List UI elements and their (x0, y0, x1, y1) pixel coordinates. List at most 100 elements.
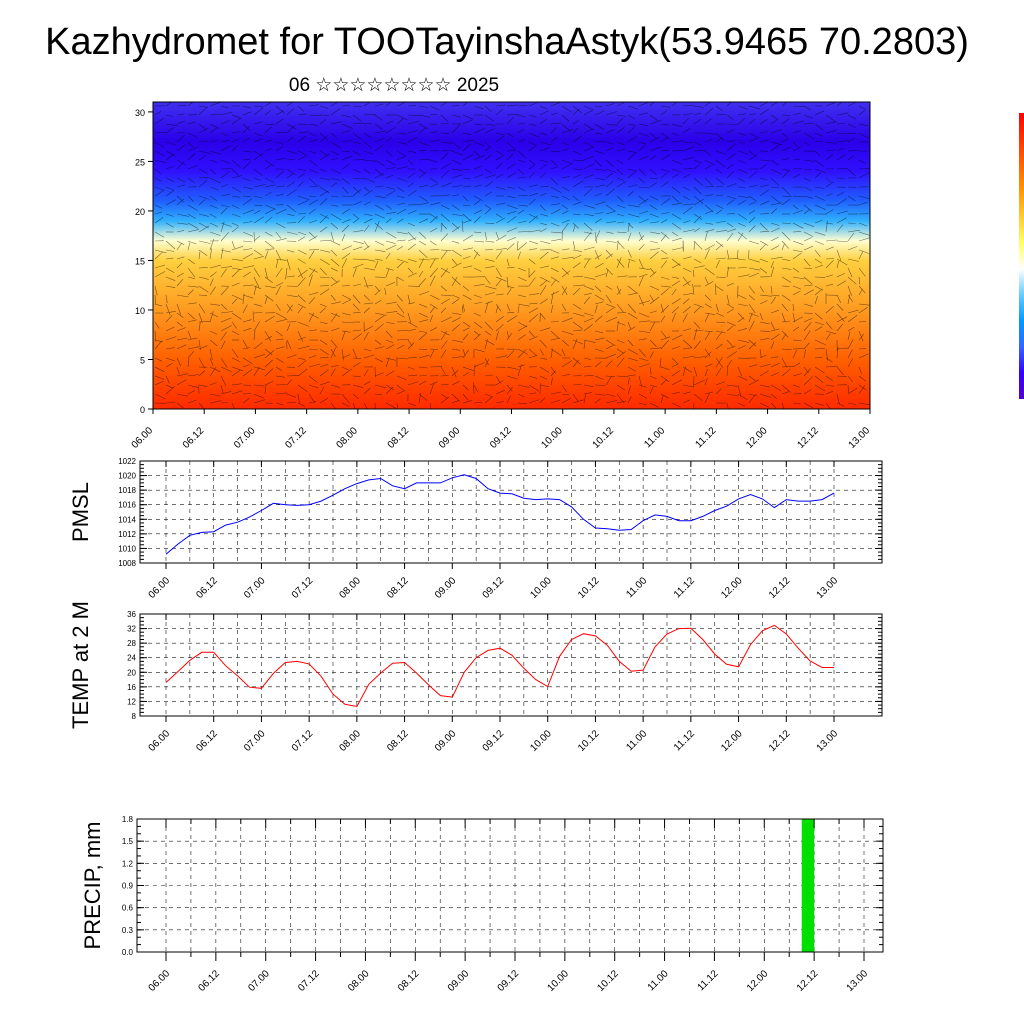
wind-barb (407, 182, 414, 188)
wind-barb (308, 268, 316, 278)
wind-barb (341, 366, 349, 371)
wind-barb (253, 152, 264, 161)
x-tick-label: 11.00 (646, 968, 671, 993)
wind-barb (473, 333, 481, 341)
wind-barb (770, 341, 775, 350)
wind-barb (748, 209, 756, 215)
wind-barb (330, 276, 338, 284)
wind-barb (605, 393, 616, 397)
wind-barb (704, 276, 709, 285)
wind-barb (330, 141, 342, 149)
wind-barb (396, 357, 408, 360)
wind-barb (605, 168, 617, 173)
wind-barb (319, 239, 332, 242)
wind-barb (550, 177, 559, 185)
x-tick-label: 06.12 (194, 575, 220, 601)
wind-barb (308, 195, 317, 197)
wind-barb (572, 105, 582, 114)
wind-barb (594, 393, 606, 396)
wind-barb (682, 298, 690, 305)
wind-barb (220, 391, 232, 395)
wind-barb (594, 294, 605, 301)
x-tick-label: 09.12 (481, 728, 507, 754)
wind-barb (627, 260, 630, 269)
wind-barb (528, 172, 535, 179)
wind-barb (308, 329, 317, 332)
wind-barb (374, 144, 384, 152)
wind-barb (759, 384, 771, 388)
wind-barb (308, 292, 319, 296)
x-tick-label: 09.12 (488, 425, 514, 451)
wind-barb (440, 250, 448, 260)
wind-barb (385, 190, 395, 197)
colorbar-strip (1019, 113, 1024, 399)
wind-barb (737, 249, 739, 259)
wind-barb (297, 131, 309, 134)
wind-barb (550, 304, 554, 314)
wind-barb (319, 186, 330, 194)
wind-barb (462, 102, 468, 107)
wind-barb (825, 306, 834, 314)
wind-barb (319, 285, 329, 287)
wind-barb (517, 267, 526, 272)
wind-barb (473, 321, 483, 329)
wind-barb (605, 221, 616, 224)
wind-barb (352, 217, 360, 224)
wind-barb (847, 229, 860, 233)
wind-barb (264, 123, 275, 126)
y-axis-label: PRECIP, mm (80, 822, 105, 950)
wind-barb (176, 279, 184, 287)
wind-barb (781, 186, 791, 196)
wind-barb (704, 248, 710, 260)
wind-barb (385, 244, 397, 251)
wind-barb (605, 147, 614, 152)
wind-barb (858, 249, 870, 254)
wind-barb (429, 258, 436, 269)
wind-barb (198, 141, 209, 143)
wind-barb (385, 150, 394, 157)
wind-barb (473, 209, 483, 215)
wind-barb (187, 222, 198, 229)
x-tick-label: 07.12 (296, 968, 322, 994)
wind-barb (231, 402, 236, 409)
wind-barb (528, 270, 536, 278)
wind-barb (803, 289, 814, 296)
wind-barb (726, 232, 734, 242)
wind-barb (231, 282, 240, 287)
wind-barb (627, 385, 632, 395)
wind-barb (814, 123, 824, 131)
wind-barb (308, 114, 321, 116)
wind-barb (231, 312, 242, 320)
wind-barb (418, 258, 424, 269)
wind-barb (671, 213, 682, 220)
wind-barb (396, 114, 408, 121)
wind-barb (330, 339, 338, 348)
wind-barb (605, 316, 618, 323)
wind-barb (528, 355, 538, 359)
wind-barb (231, 138, 240, 143)
wind-barb (176, 366, 180, 375)
wind-barb (363, 113, 376, 116)
wind-barb (176, 256, 185, 260)
wind-barb (550, 122, 562, 125)
wind-barb (341, 321, 354, 324)
wind-barb (451, 249, 462, 257)
wind-barb (660, 154, 671, 161)
wind-barb (561, 210, 569, 215)
wind-barb (209, 140, 218, 143)
wind-barb (627, 357, 638, 362)
wind-barb (330, 222, 338, 230)
wind-barb (154, 168, 162, 175)
wind-barb (517, 139, 525, 143)
wind-barb (385, 186, 396, 190)
wind-barb (572, 222, 579, 229)
wind-barb (297, 249, 307, 255)
wind-barb (605, 270, 609, 278)
wind-barb (165, 240, 176, 250)
wind-barb (858, 402, 870, 406)
wind-barb (803, 321, 812, 332)
wind-barb (209, 339, 218, 347)
wind-barb (473, 184, 482, 188)
wind-barb (781, 357, 788, 368)
wind-barb (561, 267, 569, 275)
